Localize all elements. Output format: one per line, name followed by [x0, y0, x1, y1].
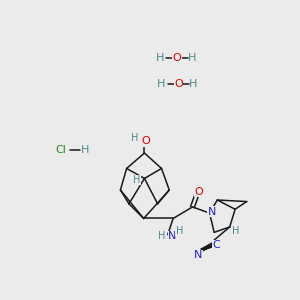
Text: H: H	[133, 175, 140, 185]
Text: N: N	[208, 207, 216, 217]
Text: H: H	[158, 231, 165, 241]
Text: H: H	[188, 52, 196, 63]
Text: O: O	[174, 79, 183, 89]
Text: H: H	[232, 226, 240, 236]
Text: H: H	[157, 79, 166, 89]
Text: Cl: Cl	[55, 145, 66, 155]
Text: N: N	[194, 250, 202, 260]
Text: O: O	[172, 52, 182, 63]
Text: H: H	[156, 52, 164, 63]
Text: H: H	[176, 226, 183, 236]
Text: H: H	[131, 133, 139, 142]
Text: O: O	[142, 136, 150, 146]
Text: H: H	[189, 79, 197, 89]
Text: O: O	[194, 187, 203, 196]
Text: C: C	[213, 240, 220, 250]
Text: N: N	[168, 231, 176, 241]
Text: H: H	[81, 145, 89, 155]
